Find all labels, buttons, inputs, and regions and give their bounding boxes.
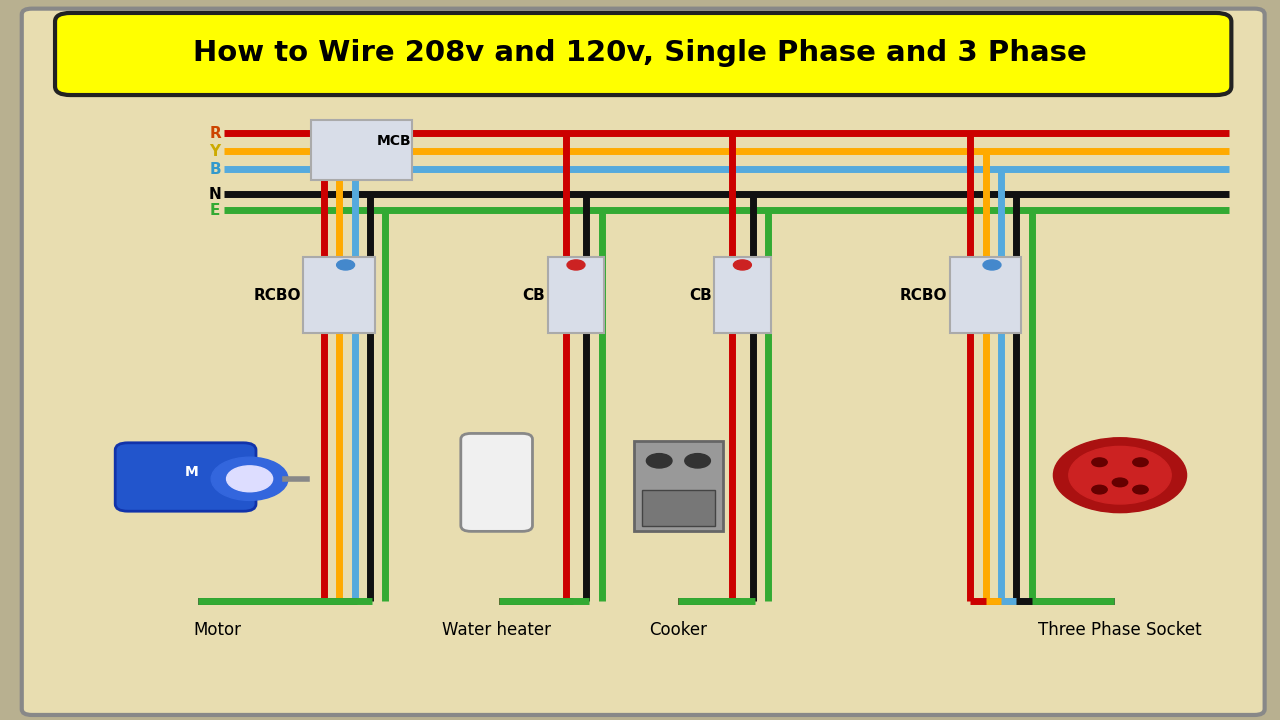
Text: Motor: Motor <box>193 621 242 639</box>
FancyBboxPatch shape <box>950 257 1021 333</box>
Text: Water heater: Water heater <box>442 621 552 639</box>
FancyBboxPatch shape <box>303 257 375 333</box>
Text: Cooker: Cooker <box>649 621 708 639</box>
FancyBboxPatch shape <box>635 441 722 531</box>
FancyBboxPatch shape <box>548 257 604 333</box>
Circle shape <box>646 454 672 468</box>
Circle shape <box>227 466 273 492</box>
Circle shape <box>685 454 710 468</box>
Circle shape <box>1112 478 1128 487</box>
Text: MCB: MCB <box>376 134 411 148</box>
Text: CB: CB <box>689 288 712 302</box>
Text: M: M <box>186 464 198 479</box>
Circle shape <box>1092 485 1107 494</box>
Text: Three Phase Socket: Three Phase Socket <box>1038 621 1202 639</box>
Circle shape <box>1053 438 1187 513</box>
FancyBboxPatch shape <box>714 257 771 333</box>
FancyBboxPatch shape <box>461 433 532 531</box>
Circle shape <box>1133 485 1148 494</box>
Circle shape <box>733 260 751 270</box>
Circle shape <box>983 260 1001 270</box>
FancyBboxPatch shape <box>643 490 716 526</box>
FancyBboxPatch shape <box>55 13 1231 95</box>
Text: E: E <box>210 203 220 217</box>
Text: How to Wire 208v and 120v, Single Phase and 3 Phase: How to Wire 208v and 120v, Single Phase … <box>193 40 1087 67</box>
FancyBboxPatch shape <box>22 9 1265 715</box>
Circle shape <box>567 260 585 270</box>
Circle shape <box>1133 458 1148 467</box>
Circle shape <box>1069 446 1171 504</box>
Text: RCBO: RCBO <box>253 288 301 302</box>
Text: N: N <box>209 187 221 202</box>
Circle shape <box>337 260 355 270</box>
Circle shape <box>1092 458 1107 467</box>
Text: CB: CB <box>522 288 545 302</box>
Text: Y: Y <box>210 144 220 158</box>
Circle shape <box>211 457 288 500</box>
Text: B: B <box>209 162 221 176</box>
Text: R: R <box>209 126 221 140</box>
FancyBboxPatch shape <box>115 443 256 511</box>
Text: RCBO: RCBO <box>900 288 947 302</box>
FancyBboxPatch shape <box>311 120 412 180</box>
